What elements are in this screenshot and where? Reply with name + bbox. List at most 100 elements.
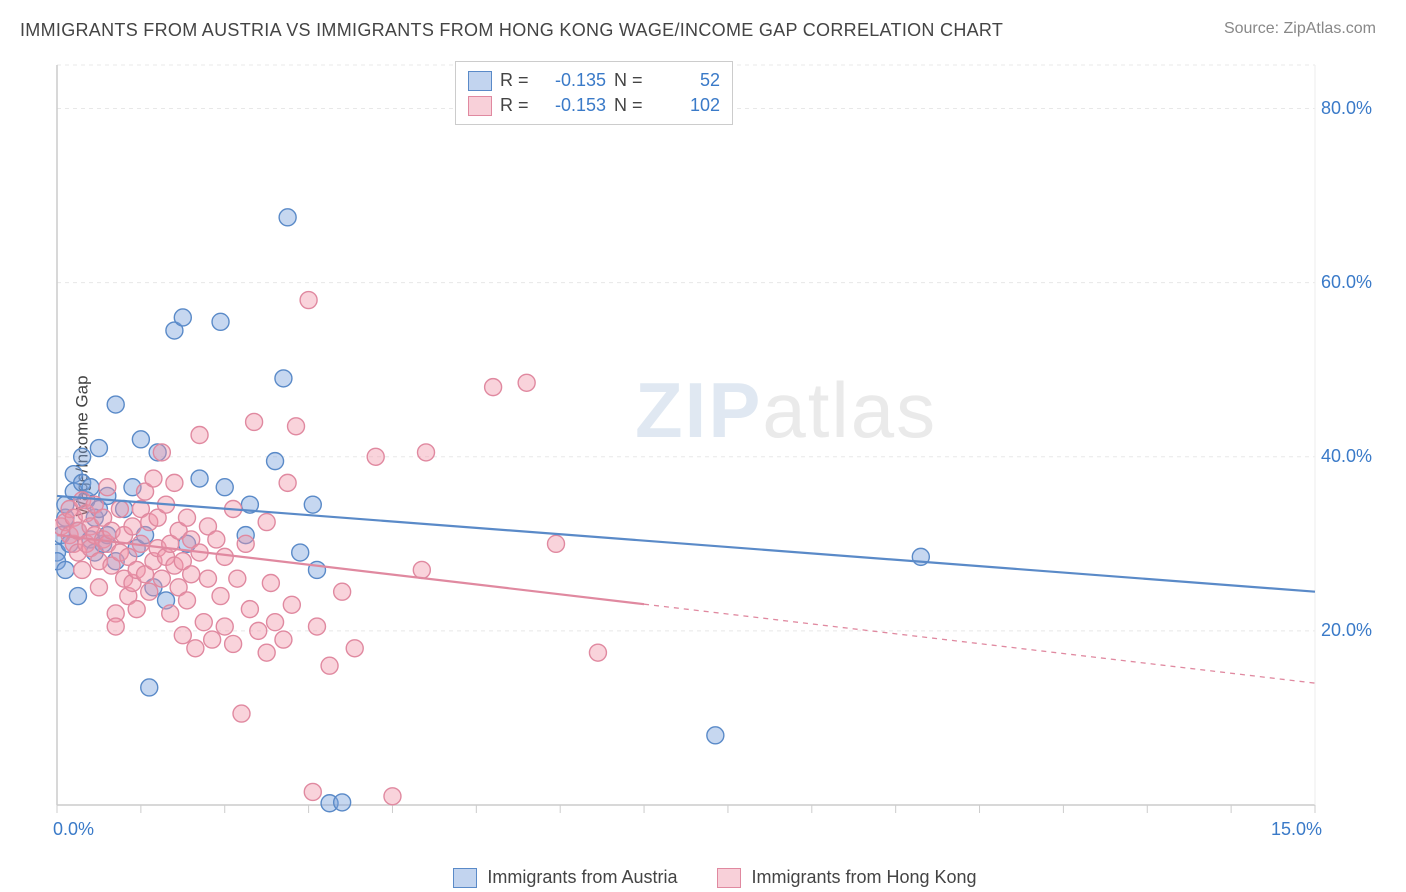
data-point: [141, 679, 158, 696]
data-point: [589, 644, 606, 661]
x-tick-label: 0.0%: [53, 819, 94, 840]
data-point: [267, 614, 284, 631]
data-point: [548, 535, 565, 552]
data-point: [99, 479, 116, 496]
series-legend: Immigrants from Austria Immigrants from H…: [55, 867, 1375, 888]
data-point: [107, 618, 124, 635]
data-point: [413, 561, 430, 578]
data-point: [334, 583, 351, 600]
data-point: [162, 605, 179, 622]
n-value: 102: [656, 95, 720, 116]
n-value: 52: [656, 70, 720, 91]
data-point: [279, 209, 296, 226]
data-point: [321, 657, 338, 674]
data-point: [153, 570, 170, 587]
chart-area: ZIPatlas R =-0.135N =52R =-0.153N =102 0…: [55, 55, 1375, 845]
data-point: [258, 644, 275, 661]
data-point: [132, 431, 149, 448]
data-point: [275, 370, 292, 387]
data-point: [199, 570, 216, 587]
r-label: R =: [500, 95, 534, 116]
data-point: [308, 618, 325, 635]
data-point: [485, 379, 502, 396]
r-value: -0.135: [542, 70, 606, 91]
legend-correlation-row: R = -0.135 N = 52: [468, 68, 720, 93]
r-value: -0.153: [542, 95, 606, 116]
legend-swatch: [717, 868, 741, 888]
data-point: [107, 396, 124, 413]
data-point: [304, 496, 321, 513]
correlation-legend-box: R = -0.135 N = 52 R = -0.153 N = 102: [455, 61, 733, 125]
legend-swatch: [468, 71, 492, 91]
legend-series-item: Immigrants from Austria: [453, 867, 677, 888]
n-label: N =: [614, 70, 648, 91]
data-point: [384, 788, 401, 805]
data-point: [707, 727, 724, 744]
data-point: [258, 514, 275, 531]
data-point: [229, 570, 246, 587]
data-point: [124, 518, 141, 535]
data-point: [183, 566, 200, 583]
data-point: [141, 583, 158, 600]
legend-correlation-row: R = -0.153 N = 102: [468, 93, 720, 118]
scatter-chart-svg: [55, 55, 1375, 845]
data-point: [518, 374, 535, 391]
data-point: [216, 548, 233, 565]
data-point: [367, 448, 384, 465]
data-point: [174, 309, 191, 326]
data-point: [225, 635, 242, 652]
data-point: [346, 640, 363, 657]
data-point: [246, 413, 263, 430]
data-point: [191, 427, 208, 444]
data-point: [262, 575, 279, 592]
data-point: [90, 440, 107, 457]
data-point: [166, 474, 183, 491]
data-point: [300, 292, 317, 309]
y-tick-label: 20.0%: [1321, 620, 1372, 641]
data-point: [208, 531, 225, 548]
data-point: [216, 479, 233, 496]
chart-title: IMMIGRANTS FROM AUSTRIA VS IMMIGRANTS FR…: [20, 20, 1003, 41]
x-tick-label: 15.0%: [1271, 819, 1322, 840]
r-label: R =: [500, 70, 534, 91]
y-tick-label: 80.0%: [1321, 98, 1372, 119]
data-point: [334, 794, 351, 811]
data-point: [57, 561, 74, 578]
legend-series-item: Immigrants from Hong Kong: [717, 867, 976, 888]
data-point: [178, 509, 195, 526]
data-point: [304, 783, 321, 800]
legend-swatch: [453, 868, 477, 888]
data-point: [74, 561, 91, 578]
data-point: [90, 579, 107, 596]
trend-line-extrapolated: [644, 604, 1315, 683]
data-point: [69, 588, 86, 605]
data-point: [275, 631, 292, 648]
data-point: [283, 596, 300, 613]
data-point: [279, 474, 296, 491]
data-point: [288, 418, 305, 435]
data-point: [111, 501, 128, 518]
legend-swatch: [468, 96, 492, 116]
data-point: [145, 470, 162, 487]
data-point: [174, 627, 191, 644]
data-point: [128, 601, 145, 618]
data-point: [212, 313, 229, 330]
data-point: [237, 535, 254, 552]
data-point: [241, 601, 258, 618]
data-point: [178, 592, 195, 609]
data-point: [204, 631, 221, 648]
source-label: Source: ZipAtlas.com: [1224, 20, 1376, 38]
y-tick-label: 60.0%: [1321, 272, 1372, 293]
data-point: [418, 444, 435, 461]
data-point: [74, 448, 91, 465]
data-point: [187, 640, 204, 657]
data-point: [195, 614, 212, 631]
legend-series-label: Immigrants from Hong Kong: [751, 867, 976, 888]
n-label: N =: [614, 95, 648, 116]
legend-series-label: Immigrants from Austria: [487, 867, 677, 888]
data-point: [250, 622, 267, 639]
data-point: [216, 618, 233, 635]
data-point: [292, 544, 309, 561]
y-tick-label: 40.0%: [1321, 446, 1372, 467]
data-point: [153, 444, 170, 461]
